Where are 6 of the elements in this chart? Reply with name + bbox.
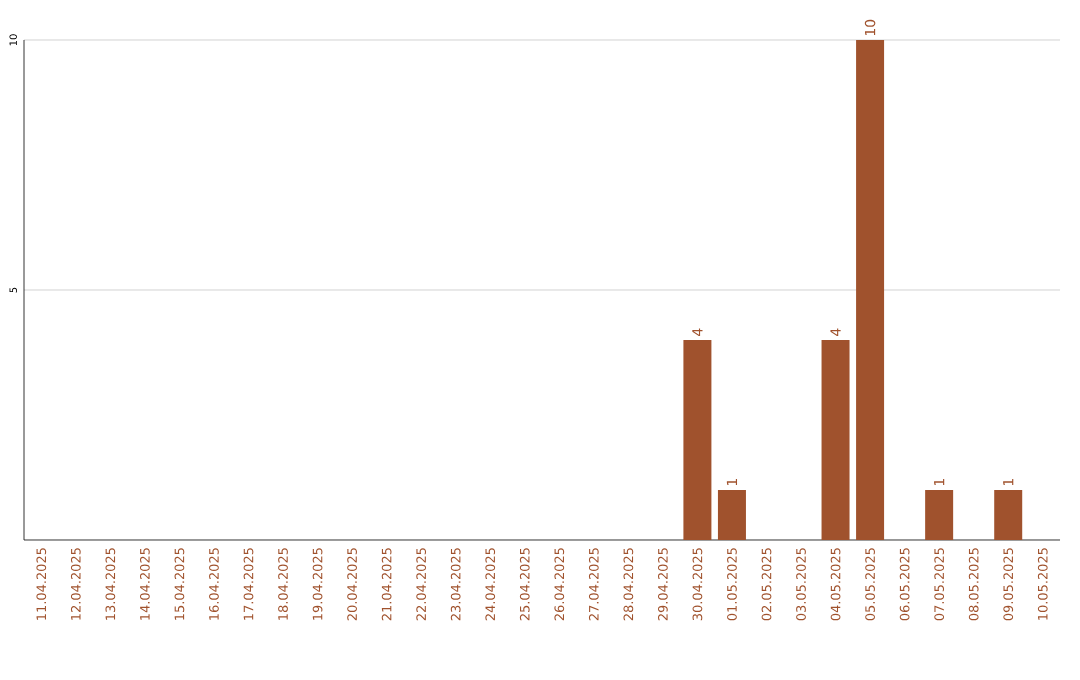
bar [717,490,746,540]
bar [683,339,712,540]
bar [925,490,954,540]
bar [994,490,1023,540]
bar [856,39,885,540]
bar [821,339,850,540]
